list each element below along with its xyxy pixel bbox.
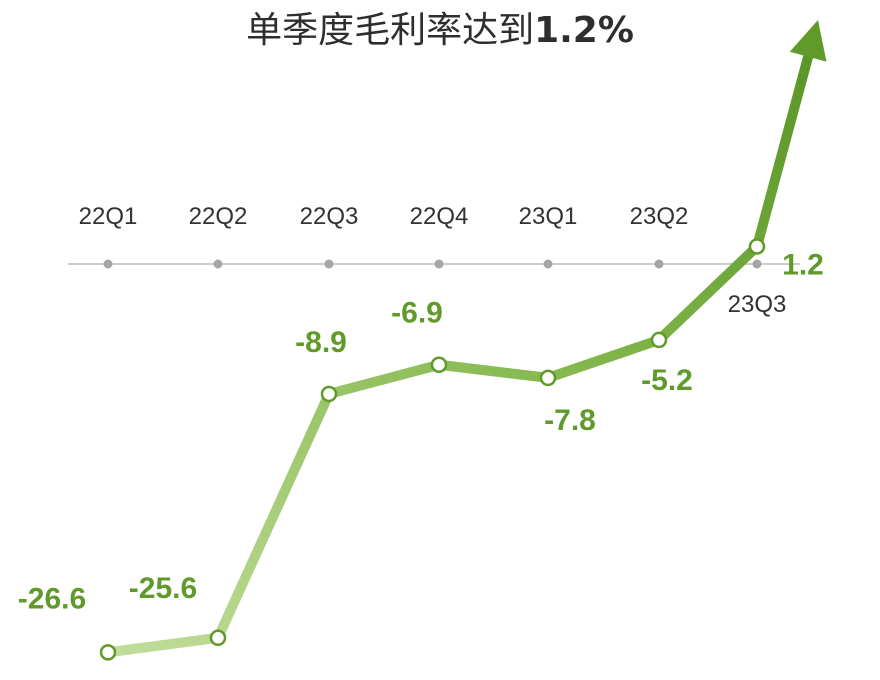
data-label: -25.6: [129, 572, 197, 605]
data-labels: -26.6 -25.6 -8.9 -6.9 -7.8 -5.2 1.2: [18, 248, 824, 615]
data-point: [430, 356, 448, 373]
series-line-group: [103, 20, 827, 658]
data-label: -26.6: [18, 582, 86, 615]
x-tick-dot: [103, 259, 113, 269]
x-tick-dot: [752, 259, 762, 269]
data-points: [99, 238, 766, 661]
data-label: -7.8: [544, 404, 596, 437]
trend-arrowhead: [789, 20, 827, 62]
x-tick-label: 22Q3: [300, 203, 359, 230]
data-label: -5.2: [641, 364, 693, 397]
x-tick-dot: [543, 259, 553, 269]
data-label: -8.9: [295, 326, 347, 359]
data-label: 1.2: [782, 248, 824, 281]
x-tick-dot: [654, 259, 664, 269]
data-point: [209, 629, 227, 647]
x-tick-dot: [324, 259, 334, 269]
data-point: [650, 331, 668, 349]
chart-title: 单季度毛利率达到1.2%: [246, 10, 634, 51]
data-point: [748, 238, 766, 255]
x-tick-label: 23Q1: [519, 203, 578, 230]
data-point: [99, 644, 117, 661]
chart-title-highlight: 1.2%: [534, 10, 634, 51]
data-label: -6.9: [391, 297, 443, 330]
x-tick-label: 22Q1: [79, 203, 138, 230]
x-tick-label: 22Q2: [189, 203, 248, 230]
x-axis-ticks: 22Q1 22Q2 22Q3 22Q4 23Q1 23Q2 23Q3: [79, 203, 787, 318]
data-point: [320, 385, 338, 403]
chart-title-main: 单季度毛利率达到: [246, 10, 534, 51]
x-tick-dot: [213, 259, 223, 269]
series-line: [103, 51, 814, 658]
x-tick-label: 23Q3: [728, 291, 787, 318]
data-point: [539, 369, 557, 387]
x-tick-dot: [434, 259, 444, 269]
x-tick-label: 23Q2: [630, 203, 689, 230]
x-tick-label: 22Q4: [410, 203, 469, 230]
